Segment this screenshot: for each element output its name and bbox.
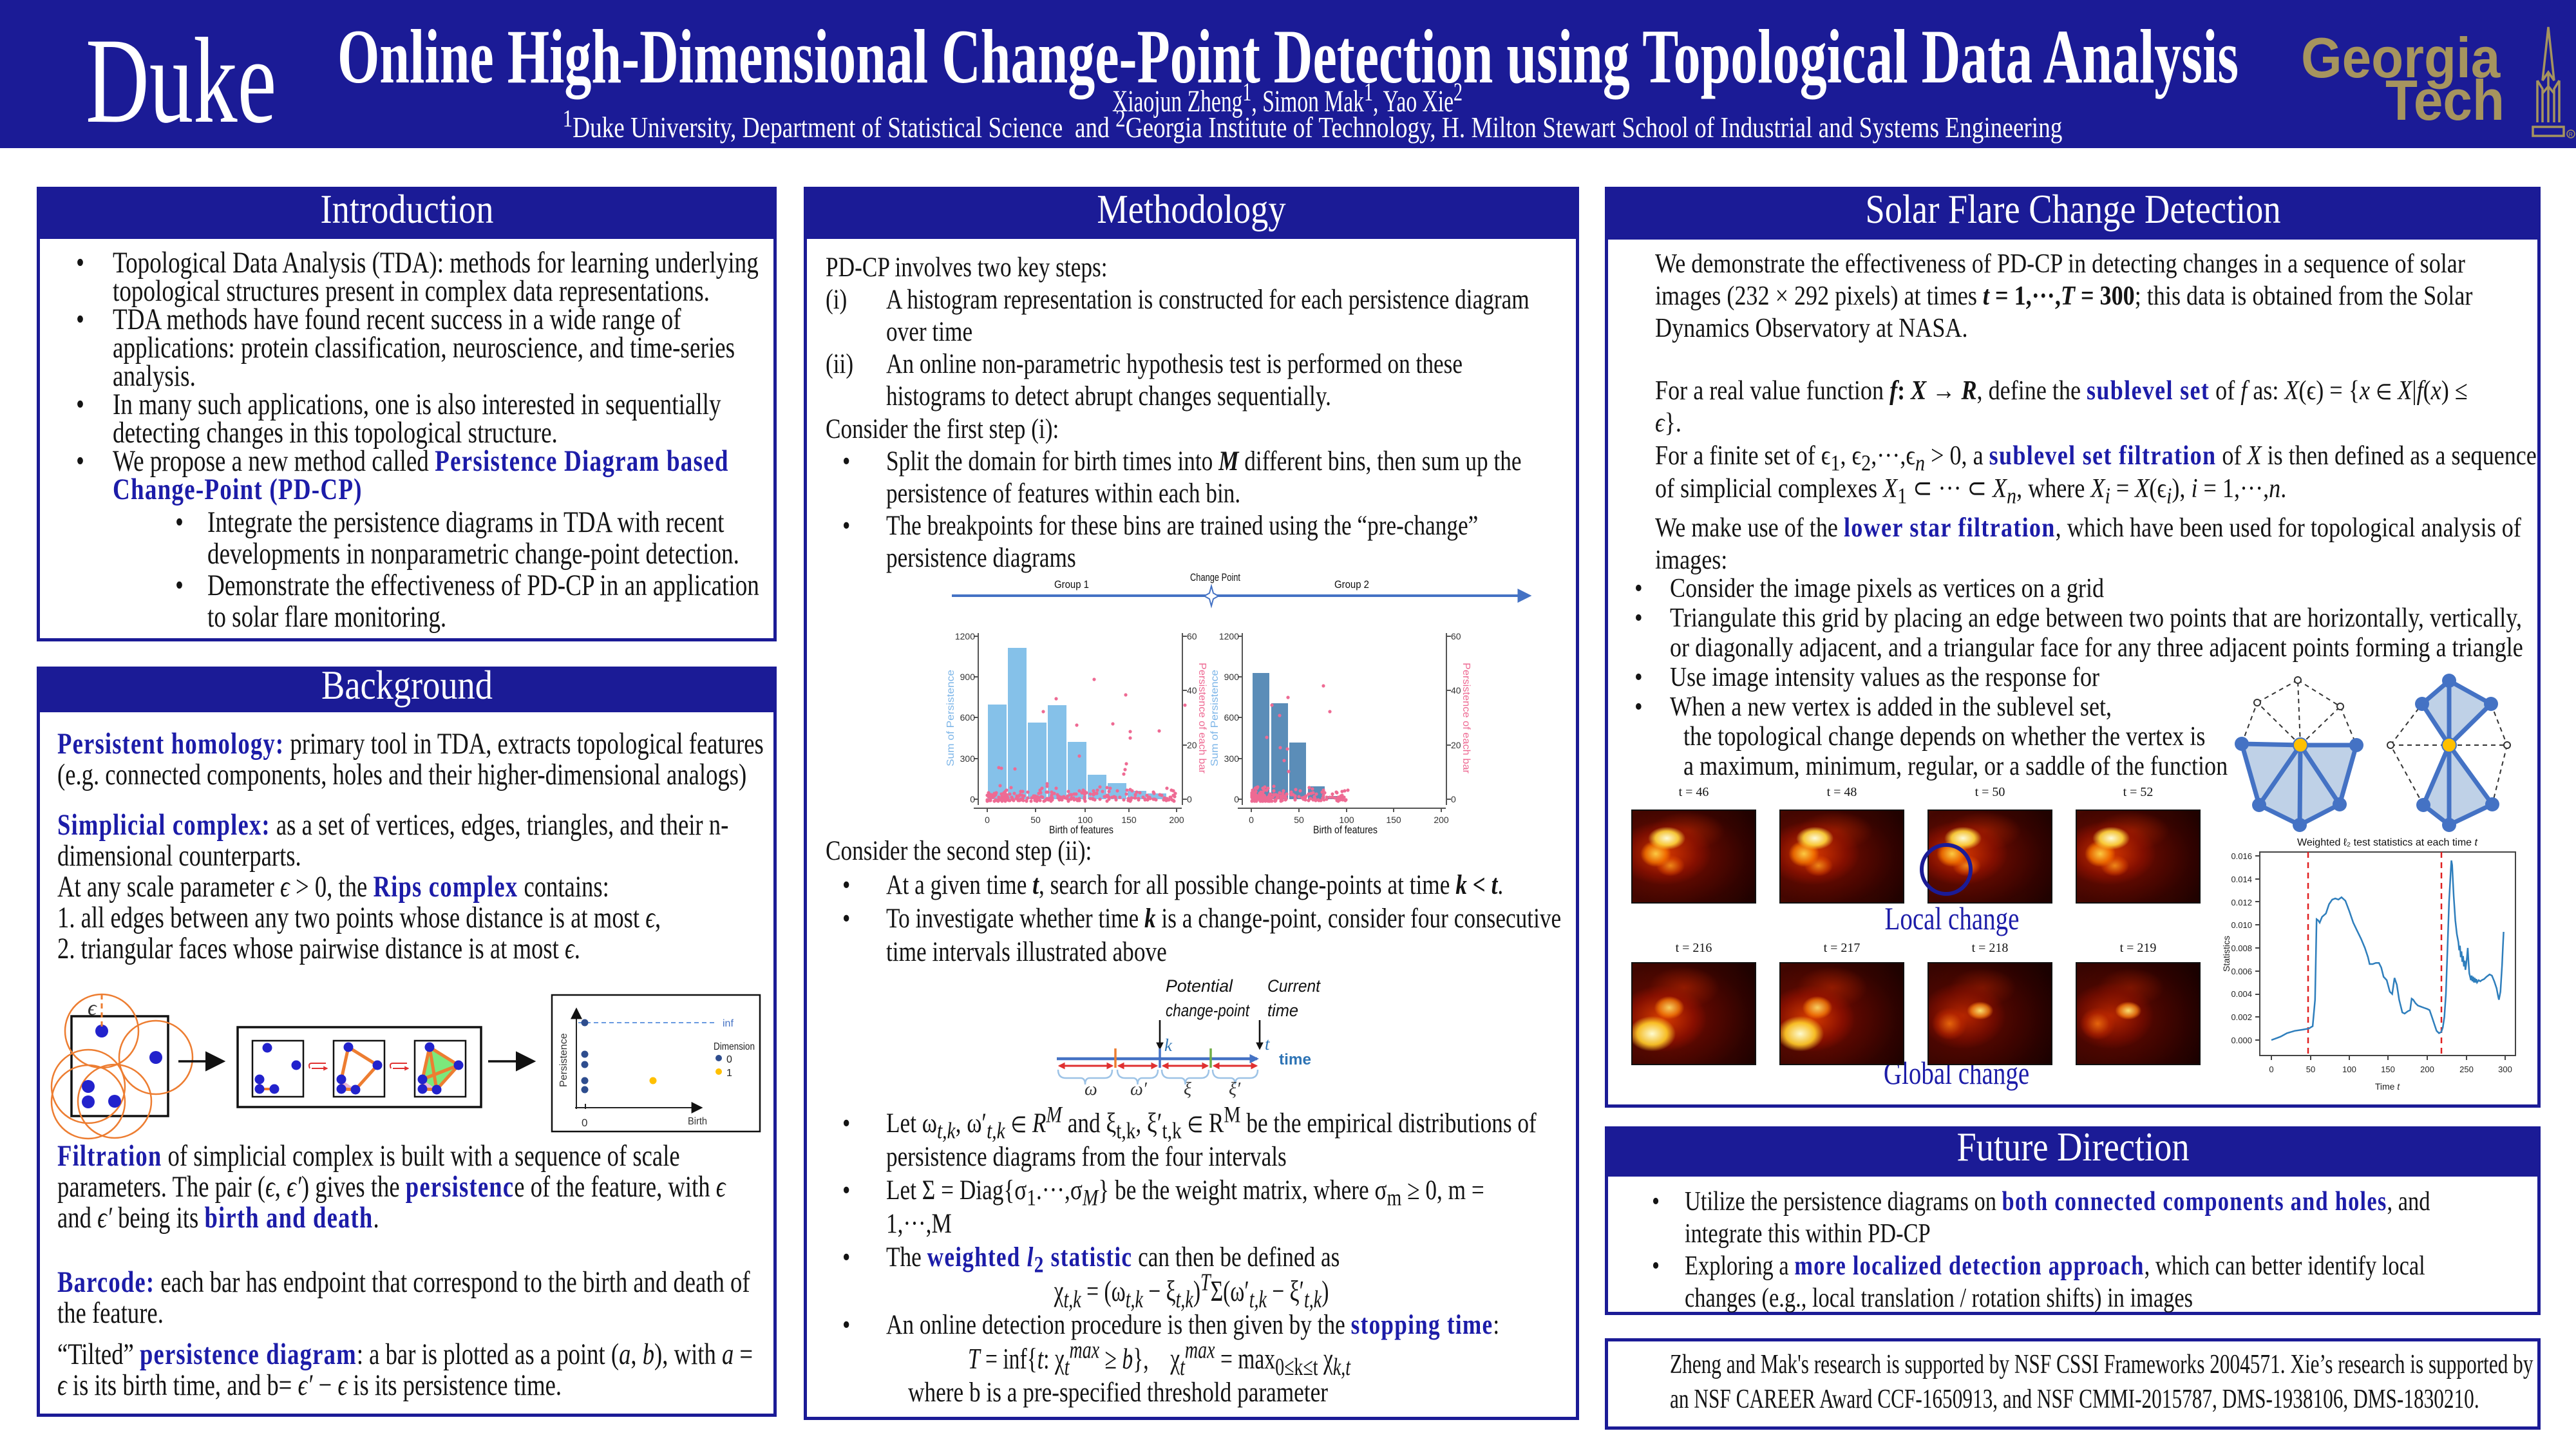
svg-text:ξ′: ξ′: [1229, 1079, 1241, 1099]
svg-text:0: 0: [1249, 815, 1254, 825]
svg-text:50: 50: [1294, 815, 1304, 825]
svg-text:20: 20: [1187, 740, 1197, 750]
svg-text:Birth: Birth: [688, 1116, 707, 1127]
svg-text:Current: Current: [1267, 976, 1321, 996]
svg-text:600: 600: [1224, 712, 1240, 723]
svg-text:t: t: [1265, 1034, 1271, 1054]
svg-text:ω′: ω′: [1130, 1079, 1148, 1099]
svg-text:200: 200: [2420, 1065, 2434, 1074]
svg-text:time: time: [1279, 1051, 1311, 1068]
svg-text:50: 50: [1030, 815, 1041, 825]
svg-text:Group 2: Group 2: [1334, 578, 1369, 591]
svg-text:0.000: 0.000: [2231, 1036, 2252, 1045]
svg-text:100: 100: [1339, 815, 1354, 825]
svg-text:60: 60: [1187, 631, 1197, 641]
svg-text:900: 900: [1224, 672, 1240, 682]
svg-text:0: 0: [1234, 794, 1239, 804]
svg-text:0.016: 0.016: [2231, 851, 2252, 861]
svg-text:Birth of features: Birth of features: [1313, 824, 1378, 836]
svg-text:0.004: 0.004: [2231, 989, 2252, 999]
svg-text:Persistence: Persistence: [558, 1033, 569, 1087]
svg-text:inf: inf: [723, 1018, 734, 1029]
svg-text:Persistence of each bar: Persistence of each bar: [1197, 663, 1208, 774]
svg-text:250: 250: [2459, 1065, 2474, 1074]
svg-text:300: 300: [960, 753, 976, 764]
svg-text:40: 40: [1187, 685, 1197, 696]
svg-text:900: 900: [960, 672, 976, 682]
svg-text:0: 0: [726, 1054, 732, 1065]
svg-text:0: 0: [1187, 794, 1192, 804]
svg-text:k: k: [1164, 1036, 1173, 1055]
svg-text:150: 150: [2381, 1065, 2395, 1074]
svg-text:200: 200: [1434, 815, 1449, 825]
svg-text:600: 600: [960, 712, 976, 723]
svg-text:40: 40: [1451, 685, 1461, 696]
svg-text:Dimension: Dimension: [714, 1041, 755, 1052]
svg-text:ϵ: ϵ: [88, 996, 97, 1020]
svg-text:60: 60: [1451, 631, 1461, 641]
svg-text:ω: ω: [1084, 1079, 1097, 1099]
svg-text:150: 150: [1386, 815, 1401, 825]
svg-text:1: 1: [726, 1068, 732, 1079]
svg-text:0.012: 0.012: [2231, 898, 2252, 907]
svg-text:0.008: 0.008: [2231, 943, 2252, 953]
svg-text:1200: 1200: [955, 631, 975, 641]
svg-text:0: 0: [970, 794, 975, 804]
svg-text:Weighted ℓ₂ test statistics at: Weighted ℓ₂ test statistics at each time…: [2297, 837, 2478, 848]
svg-text:0.010: 0.010: [2231, 920, 2252, 930]
svg-text:0: 0: [1451, 794, 1456, 804]
svg-text:50: 50: [2306, 1065, 2315, 1074]
svg-text:0.002: 0.002: [2231, 1012, 2252, 1022]
svg-text:Persistence of each bar: Persistence of each bar: [1461, 663, 1472, 774]
svg-text:100: 100: [2342, 1065, 2356, 1074]
svg-text:Sum of Persistence: Sum of Persistence: [945, 670, 956, 766]
svg-text:0.006: 0.006: [2231, 967, 2252, 976]
svg-text:150: 150: [1121, 815, 1137, 825]
svg-text:Sum of Persistence: Sum of Persistence: [1209, 670, 1220, 766]
svg-text:change-point: change-point: [1166, 1001, 1250, 1020]
svg-text:20: 20: [1451, 740, 1461, 750]
svg-text:200: 200: [1169, 815, 1184, 825]
svg-text:ξ: ξ: [1184, 1079, 1191, 1099]
svg-text:0.014: 0.014: [2231, 875, 2252, 884]
svg-text:Time t: Time t: [2375, 1081, 2400, 1092]
svg-text:0: 0: [985, 815, 990, 825]
svg-text:Birth of features: Birth of features: [1049, 824, 1113, 836]
svg-text:Potential: Potential: [1166, 976, 1233, 996]
svg-text:Group 1: Group 1: [1054, 578, 1089, 591]
svg-text:0: 0: [2269, 1065, 2273, 1074]
svg-text:300: 300: [2498, 1065, 2512, 1074]
svg-text:Change Point: Change Point: [1190, 571, 1240, 583]
svg-text:0: 0: [582, 1117, 587, 1129]
svg-text:1200: 1200: [1219, 631, 1239, 641]
svg-text:time: time: [1267, 1001, 1298, 1020]
svg-text:R: R: [2569, 131, 2573, 138]
svg-text:100: 100: [1077, 815, 1093, 825]
svg-text:300: 300: [1224, 753, 1240, 764]
svg-text:Statistics: Statistics: [2221, 936, 2231, 972]
